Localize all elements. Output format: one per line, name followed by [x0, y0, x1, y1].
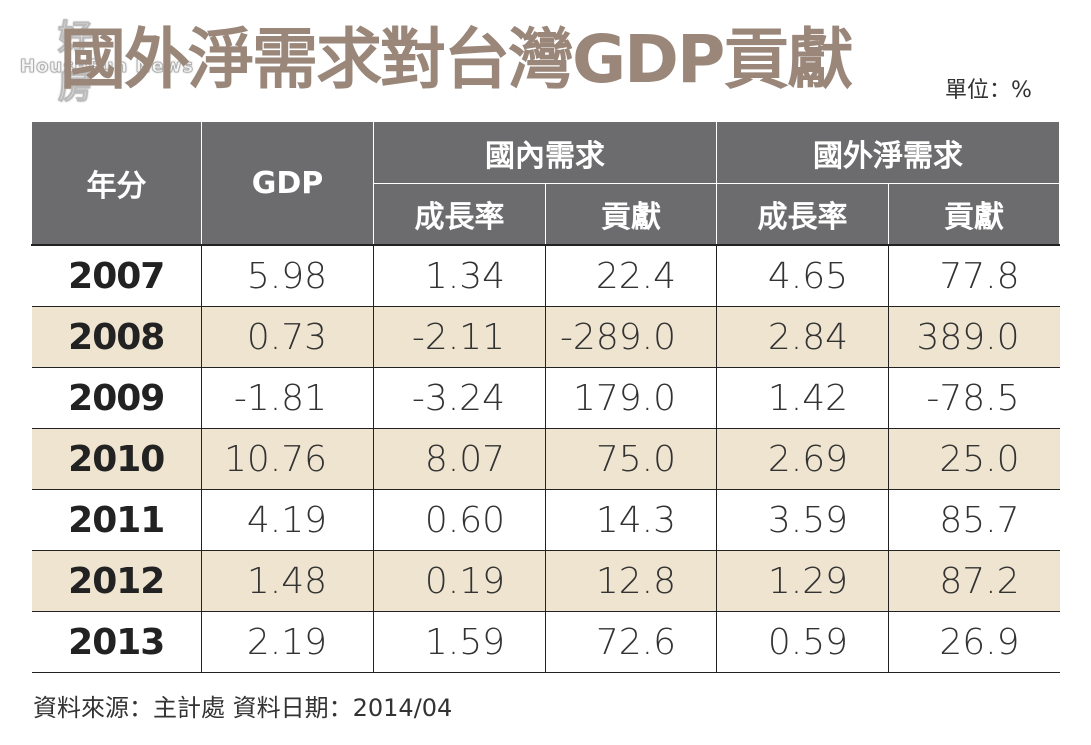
cell-for-growth: 1.42	[716, 367, 889, 429]
cell-for-contrib: 87.2	[888, 550, 1060, 612]
cell-dom-contrib: 12.8	[545, 550, 717, 612]
header-foreign-growth-rate: 成長率	[716, 183, 889, 246]
cell-gdp: 5.98	[201, 244, 374, 307]
cell-dom-contrib: 14.3	[545, 489, 717, 551]
cell-for-contrib: -78.5	[888, 367, 1060, 429]
table-row: 2011 4.19 0.60 14.3 3.59 85.7	[31, 489, 1060, 551]
cell-year: 2010	[31, 428, 202, 490]
cell-year: 2013	[31, 611, 202, 673]
cell-for-growth: 0.59	[716, 611, 889, 673]
table-row: 2008 0.73 -2.11 -289.0 2.84 389.0	[31, 306, 1060, 368]
table-row: 2012 1.48 0.19 12.8 1.29 87.2	[31, 550, 1060, 612]
gdp-contribution-table: 年分 GDP 國內需求 國外淨需求 成長率 貢獻 成長率 貢獻 2007 5.9…	[31, 121, 1060, 673]
cell-gdp: 2.19	[201, 611, 374, 673]
cell-dom-contrib: 72.6	[545, 611, 717, 673]
page-title: 國外淨需求對台灣GDP貢獻	[60, 21, 853, 98]
cell-for-growth: 2.69	[716, 428, 889, 490]
cell-for-contrib: 77.8	[888, 244, 1060, 307]
cell-gdp: 0.73	[201, 306, 374, 368]
cell-dom-contrib: 179.0	[545, 367, 717, 429]
cell-dom-growth: 1.34	[373, 244, 546, 307]
unit-label: 單位：%	[945, 78, 1032, 103]
cell-year: 2007	[31, 244, 202, 307]
cell-dom-growth: -3.24	[373, 367, 546, 429]
table-row: 2013 2.19 1.59 72.6 0.59 26.9	[31, 611, 1060, 673]
header-foreign-net-demand: 國外淨需求	[716, 121, 1060, 184]
cell-year: 2008	[31, 306, 202, 368]
cell-dom-growth: 1.59	[373, 611, 546, 673]
cell-dom-contrib: -289.0	[545, 306, 717, 368]
header-foreign-contribution: 貢獻	[888, 183, 1060, 246]
cell-gdp: 4.19	[201, 489, 374, 551]
table-row: 2010 10.76 8.07 75.0 2.69 25.0	[31, 428, 1060, 490]
cell-gdp: -1.81	[201, 367, 374, 429]
cell-year: 2011	[31, 489, 202, 551]
cell-for-growth: 2.84	[716, 306, 889, 368]
cell-gdp: 1.48	[201, 550, 374, 612]
cell-for-growth: 4.65	[716, 244, 889, 307]
cell-dom-contrib: 75.0	[545, 428, 717, 490]
cell-dom-growth: 0.19	[373, 550, 546, 612]
cell-dom-contrib: 22.4	[545, 244, 717, 307]
table-row: 2007 5.98 1.34 22.4 4.65 77.8	[31, 244, 1060, 307]
cell-for-contrib: 85.7	[888, 489, 1060, 551]
header-domestic-contribution: 貢獻	[545, 183, 717, 246]
watermark-cn: 好房	[58, 18, 94, 108]
cell-year: 2009	[31, 367, 202, 429]
table-row: 2009 -1.81 -3.24 179.0 1.42 -78.5	[31, 367, 1060, 429]
cell-for-growth: 1.29	[716, 550, 889, 612]
header-domestic-growth-rate: 成長率	[373, 183, 546, 246]
header-year: 年分	[31, 121, 202, 246]
cell-dom-growth: -2.11	[373, 306, 546, 368]
cell-dom-growth: 0.60	[373, 489, 546, 551]
cell-year: 2012	[31, 550, 202, 612]
watermark-en: HouseFun News	[20, 56, 195, 78]
cell-for-contrib: 389.0	[888, 306, 1060, 368]
header-domestic-demand: 國內需求	[373, 121, 717, 184]
source-note: 資料來源：主計處 資料日期：2014/04	[33, 694, 453, 722]
header-gdp: GDP	[201, 121, 374, 246]
cell-for-contrib: 25.0	[888, 428, 1060, 490]
cell-for-growth: 3.59	[716, 489, 889, 551]
cell-for-contrib: 26.9	[888, 611, 1060, 673]
cell-gdp: 10.76	[201, 428, 374, 490]
cell-dom-growth: 8.07	[373, 428, 546, 490]
